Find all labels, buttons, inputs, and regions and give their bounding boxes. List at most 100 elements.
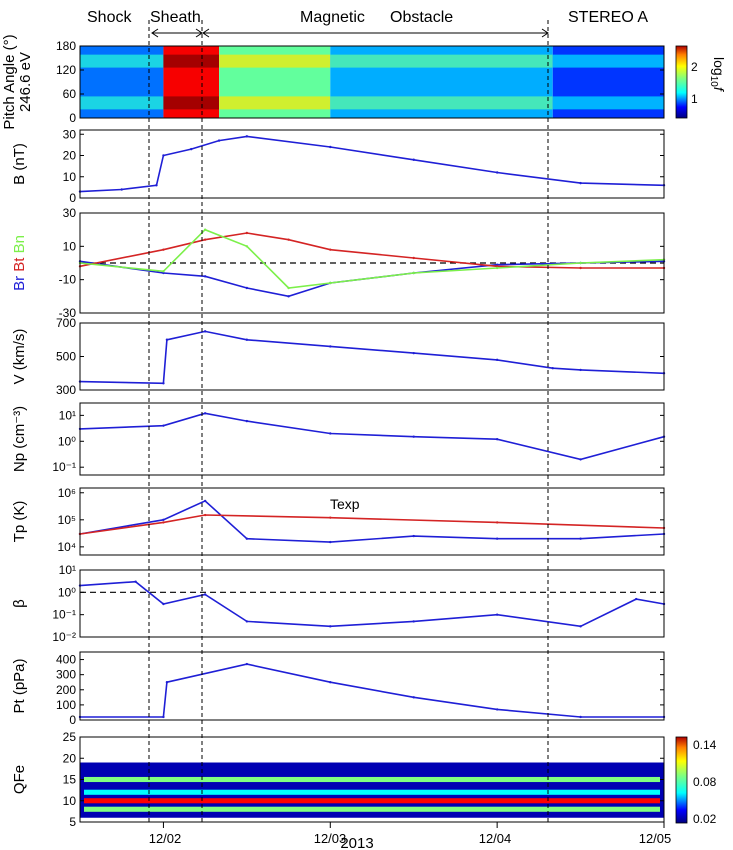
panel-7: 10⁻² 10⁻¹ 10⁰ 10¹ β — [11, 563, 666, 644]
heatmap-band-bottom-5 — [552, 96, 664, 110]
series-line-1 — [79, 135, 665, 193]
point-Tp-4 — [245, 537, 249, 540]
point-p-5 — [329, 432, 332, 435]
colorbar-bottom-tick-008: 0.08 — [693, 775, 717, 789]
point-Bn-6 — [329, 281, 332, 285]
y-tick-label: 30 — [63, 206, 77, 220]
annotation-texp: Texp — [330, 496, 360, 512]
point-Bn-2 — [162, 270, 165, 273]
colorbar-bottom-bar — [675, 736, 688, 824]
y-tick-label: 700 — [56, 316, 76, 330]
point-p-2 — [162, 424, 165, 427]
series-line-1 — [79, 580, 665, 628]
y-tick-label: 25 — [63, 730, 77, 744]
y-tick-label: 300 — [56, 383, 76, 397]
point-p-5 — [245, 620, 249, 623]
panel-frame — [79, 651, 665, 721]
point-p-10 — [634, 597, 638, 601]
x-axis-year: 2013 — [340, 835, 373, 850]
y-tick-label: 20 — [63, 149, 77, 163]
y-tick-label: 10 — [63, 794, 77, 808]
point-p-4 — [245, 419, 249, 423]
series-line-1 — [79, 412, 665, 461]
point-Texp-2 — [162, 521, 165, 524]
y-tick-label: 10 — [63, 239, 77, 253]
panel-frame — [79, 487, 665, 556]
point-p-2 — [162, 382, 165, 385]
point-p-6 — [329, 625, 332, 628]
point-p-3 — [203, 412, 207, 415]
point-p-4 — [245, 662, 249, 666]
y-tick-label: 300 — [56, 668, 76, 682]
point-Bn-9 — [579, 261, 582, 265]
point-p-8 — [495, 613, 499, 616]
series-line-1 — [80, 663, 664, 718]
point-Bt-7 — [412, 256, 415, 260]
region-arrows — [151, 28, 549, 38]
y-tick-label: 60 — [63, 87, 77, 101]
y-axis-label: B (nT) — [11, 143, 28, 185]
point-Tp-8 — [579, 537, 582, 540]
point-Br-2 — [162, 271, 165, 275]
point-p-7 — [412, 351, 415, 355]
point-p-5 — [245, 338, 249, 341]
y-tick-label: 10⁻² — [52, 630, 76, 644]
x-tick-1205: 12/05 — [639, 831, 672, 846]
y-axis-label-bn: Bn — [11, 235, 28, 258]
colorbar-top-label: log10f — [708, 57, 727, 93]
point-p-9 — [412, 158, 415, 161]
y-tick-label: 0 — [69, 111, 76, 125]
point-Bn-4 — [245, 245, 249, 248]
y-tick-label: 10⁻¹ — [52, 608, 76, 622]
point-Bt-4 — [245, 231, 249, 235]
panel-frame — [79, 322, 665, 391]
y-tick-label: 5 — [69, 815, 76, 829]
point-p-6 — [329, 345, 332, 348]
point-Bt-2 — [162, 248, 165, 251]
point-p-6 — [412, 435, 415, 438]
point-Texp-4 — [329, 516, 332, 519]
point-p-3 — [165, 338, 169, 341]
y-tick-label: 10⁻¹ — [52, 460, 76, 474]
point-p-5 — [329, 681, 332, 684]
panel-frame — [79, 569, 665, 638]
point-p-4 — [203, 593, 207, 596]
point-Bt-6 — [329, 248, 332, 251]
point-Bn-8 — [495, 266, 499, 270]
colorbar-top: 2 1 log10f — [675, 45, 727, 119]
point-p-7 — [412, 620, 415, 623]
heatmap-band-bottom-2 — [163, 96, 220, 110]
point-p-8 — [329, 145, 332, 149]
label-obstacle: Obstacle — [390, 9, 453, 26]
point-p-4 — [203, 330, 207, 333]
point-p-7 — [495, 438, 499, 441]
y-tick-label: 500 — [56, 350, 76, 364]
y-tick-label: 0 — [69, 713, 76, 727]
y-tick-label: 200 — [56, 683, 76, 697]
y-tick-label: -30 — [59, 306, 77, 320]
heatmap-band-bottom-3 — [219, 96, 331, 110]
point-p-7 — [495, 708, 499, 711]
y-axis-label: QFe — [11, 765, 28, 794]
y-tick-label: 120 — [56, 63, 76, 77]
panel-3: -30 -10 10 30 Br Bt Bn — [11, 206, 666, 320]
qfe-band-1 — [84, 806, 660, 812]
y-axis-label: Pitch Angle (°) — [1, 34, 18, 129]
series-Br-1 — [79, 260, 665, 298]
point-Br-4 — [245, 286, 249, 290]
point-p-3 — [165, 681, 169, 684]
point-p-5 — [190, 147, 193, 151]
point-Bn-5 — [287, 286, 290, 290]
colorbar-bottom-tick-002: 0.02 — [693, 812, 717, 826]
point-p-9 — [551, 367, 554, 370]
point-p-9 — [579, 625, 582, 628]
y-tick-label: 10 — [63, 170, 77, 184]
y-tick-label: 10⁶ — [58, 486, 76, 500]
heatmap-band-top-1 — [80, 54, 164, 68]
x-tick-1203: 12/03 — [314, 831, 347, 846]
y-axis-label: β — [11, 599, 28, 608]
y-tick-label: 30 — [63, 127, 77, 141]
qfe-band-4 — [84, 776, 660, 783]
point-p-3 — [155, 184, 158, 187]
